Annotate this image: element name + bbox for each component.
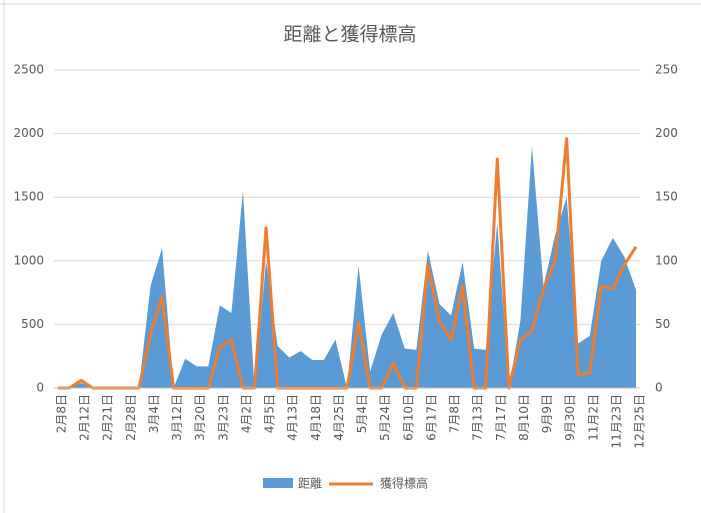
x-tick-label: 2月21日 <box>101 394 115 441</box>
y-tick-label: 0 <box>36 381 44 395</box>
chart-title: 距離と獲得標高 <box>283 24 416 46</box>
x-tick-label: 9月30日 <box>563 394 577 441</box>
x-tick-label: 2月28日 <box>124 394 138 441</box>
y-tick-label: 500 <box>21 317 44 331</box>
x-tick-label: 7月8日 <box>448 394 462 433</box>
y-tick-label: 2500 <box>13 63 44 77</box>
x-tick-label: 4月13日 <box>286 394 300 441</box>
x-tick-label: 3月12日 <box>170 394 184 441</box>
x-tick-label: 6月17日 <box>424 394 438 441</box>
x-tick-label: 3月23日 <box>216 394 230 441</box>
y2-tick-label: 250 <box>655 63 678 77</box>
x-tick-label: 4月2日 <box>239 394 253 433</box>
y-tick-label: 1500 <box>13 190 44 204</box>
y-tick-label: 2000 <box>13 126 44 140</box>
y2-tick-label: 0 <box>655 381 663 395</box>
x-tick-label: 3月4日 <box>147 394 161 433</box>
x-tick-label: 7月17日 <box>494 394 508 441</box>
x-tick-label: 3月20日 <box>193 394 207 441</box>
x-tick-label: 11月23日 <box>609 394 623 449</box>
legend-label: 獲得標高 <box>380 476 428 491</box>
x-tick-label: 5月4日 <box>355 394 369 433</box>
y-tick-label: 1000 <box>13 253 44 267</box>
x-tick-label: 12月25日 <box>633 394 647 449</box>
x-tick-label: 2月12日 <box>78 394 92 441</box>
x-tick-label: 6月10日 <box>401 394 415 441</box>
x-tick-label: 11月2日 <box>586 394 600 441</box>
y2-tick-label: 200 <box>655 126 678 140</box>
y2-tick-label: 150 <box>655 190 678 204</box>
x-tick-label: 2月8日 <box>55 394 69 433</box>
x-tick-label: 7月13日 <box>471 394 485 441</box>
x-tick-label: 9月9日 <box>540 394 554 433</box>
legend-swatch <box>263 478 293 488</box>
x-tick-label: 4月25日 <box>332 394 346 441</box>
legend-label: 距離 <box>298 477 322 491</box>
x-tick-label: 5月24日 <box>378 394 392 441</box>
area <box>58 146 636 388</box>
x-tick-label: 4月18日 <box>309 394 323 441</box>
y2-tick-label: 50 <box>655 317 670 331</box>
x-tick-label: 8月10日 <box>517 394 531 441</box>
x-tick-label: 4月5日 <box>263 394 277 433</box>
y2-tick-label: 100 <box>655 253 678 267</box>
